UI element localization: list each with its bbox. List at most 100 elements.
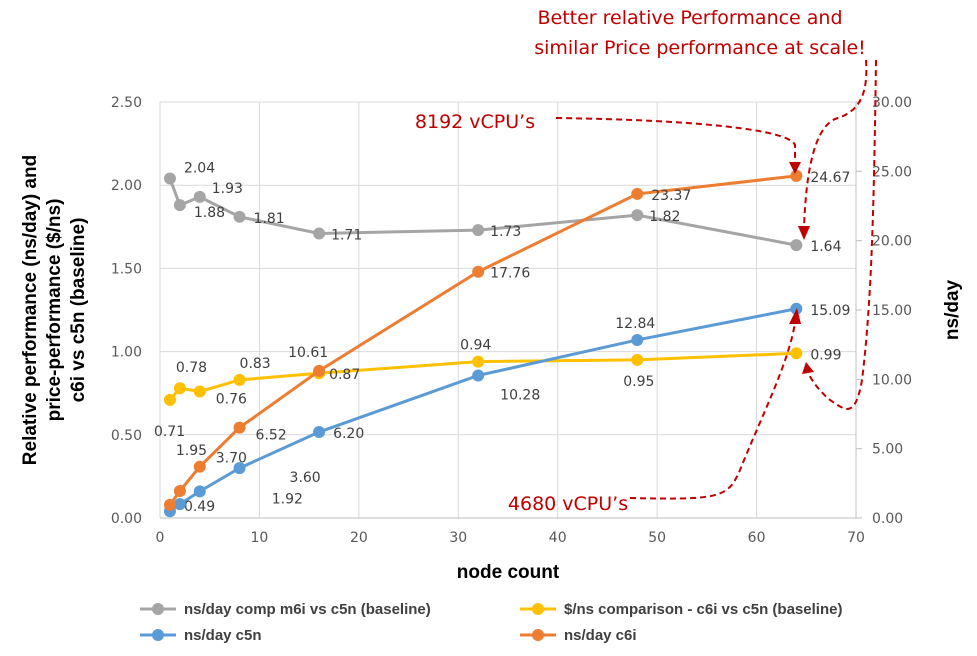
y-right-tick-label: 20.00 (872, 234, 912, 250)
data-point (313, 364, 326, 377)
data-point (163, 498, 176, 511)
y-left-tick-label: 2.00 (111, 178, 142, 194)
data-label: 2.04 (184, 161, 215, 177)
data-point (472, 265, 485, 278)
data-label: 1.73 (490, 224, 521, 240)
y-right-tick-label: 5.00 (872, 442, 903, 458)
y-right-tick-label: 0.00 (872, 511, 903, 527)
x-tick-label: 0 (156, 530, 165, 546)
data-point (790, 239, 803, 252)
data-label: 0.49 (184, 499, 215, 515)
data-label: 1.95 (176, 443, 207, 459)
data-point (173, 199, 186, 212)
data-label: 0.87 (329, 367, 360, 383)
x-tick-label: 50 (648, 530, 666, 546)
data-label: 1.81 (254, 211, 285, 227)
data-label: 1.71 (331, 227, 362, 243)
x-tick-label: 30 (449, 530, 467, 546)
data-label: 0.94 (460, 338, 491, 354)
data-label: 12.84 (615, 316, 655, 332)
arrowhead-8192 (789, 162, 801, 174)
legend-label: ns/day comp m6i vs c5n (baseline) (184, 601, 431, 618)
annotation-8192-vcpu: 8192 vCPU’s (415, 111, 535, 133)
x-tick-label: 60 (748, 530, 766, 546)
arrowhead-scale-1 (798, 226, 810, 240)
y-left-tick-label: 0.50 (111, 428, 142, 444)
data-point (631, 187, 644, 200)
data-label: 0.83 (240, 356, 271, 372)
data-label: 0.76 (216, 392, 247, 408)
legend-label: ns/day c5n (184, 627, 262, 644)
data-point (193, 385, 206, 398)
data-point (790, 302, 803, 315)
data-point (313, 426, 326, 439)
data-label: 1.82 (649, 209, 680, 225)
arrowhead-scale-2 (802, 362, 814, 374)
data-label: 0.99 (810, 347, 841, 363)
y-right-tick-label: 25.00 (872, 164, 912, 180)
y-right-axis-title: ns/day (942, 279, 963, 340)
data-label: 15.09 (810, 303, 850, 319)
y-right-tick-label: 30.00 (872, 95, 912, 111)
data-point (631, 353, 644, 366)
data-label: 10.28 (500, 387, 540, 403)
data-point (631, 333, 644, 346)
data-point (193, 460, 206, 473)
y-right-tick-label: 15.00 (872, 303, 912, 319)
legend-marker (532, 603, 544, 615)
data-point (193, 190, 206, 203)
data-label: 6.52 (256, 428, 287, 444)
data-point (173, 498, 186, 511)
legend-label: $/ns comparison - c6i vs c5n (baseline) (564, 601, 842, 618)
legend-marker (152, 603, 164, 615)
data-point (163, 393, 176, 406)
data-point (233, 462, 246, 475)
arrow-8192 (555, 117, 796, 162)
y-left-tick-label: 1.00 (111, 345, 142, 361)
y-left-tick-label: 2.50 (111, 95, 142, 111)
data-label: 1.92 (272, 491, 303, 507)
annotation-4680-vcpu: 4680 vCPU’s (508, 493, 628, 515)
legend-marker (152, 629, 164, 641)
data-point (173, 382, 186, 395)
data-point (173, 484, 186, 497)
legend-label: ns/day c6i (564, 627, 637, 644)
data-label: 3.70 (216, 451, 247, 467)
annotation-title-line2: similar Price performance at scale! (534, 37, 866, 59)
y-left-axis-title: Relative performance (ns/day) and (20, 155, 41, 465)
data-label: 3.60 (290, 470, 321, 486)
data-point (472, 224, 485, 237)
arrow-scale-1 (803, 59, 868, 229)
y-right-tick-label: 10.00 (872, 372, 912, 388)
data-point (193, 485, 206, 498)
data-point (233, 210, 246, 223)
data-label: 10.61 (288, 345, 328, 361)
x-tick-label: 20 (350, 530, 368, 546)
data-label: 1.64 (810, 239, 841, 255)
data-label: 17.76 (490, 266, 530, 282)
data-point (790, 169, 803, 182)
arrow-scale-2 (807, 59, 877, 410)
y-left-tick-label: 0.00 (111, 511, 142, 527)
data-label: 24.67 (810, 170, 850, 186)
y-left-axis-title: c6i vs c5n (baseline) (68, 218, 89, 403)
annotation-title-line1: Better relative Performance and (537, 7, 842, 29)
x-tick-label: 70 (847, 530, 865, 546)
data-point (163, 172, 176, 185)
y-left-axis-title: price-performance ($/ns) (44, 199, 65, 422)
data-point (631, 209, 644, 222)
data-label: 1.93 (212, 181, 243, 197)
data-label: 0.78 (176, 360, 207, 376)
legend-marker (532, 629, 544, 641)
x-tick-label: 40 (549, 530, 567, 546)
arrowhead-4680 (789, 308, 801, 324)
x-axis-title: node count (457, 562, 560, 583)
data-point (313, 227, 326, 240)
x-tick-label: 10 (251, 530, 269, 546)
data-label: 23.37 (651, 188, 691, 204)
data-label: 6.20 (333, 426, 364, 442)
arrow-4680 (629, 321, 796, 500)
data-label: 0.95 (623, 374, 654, 390)
data-label: 1.88 (194, 205, 225, 221)
